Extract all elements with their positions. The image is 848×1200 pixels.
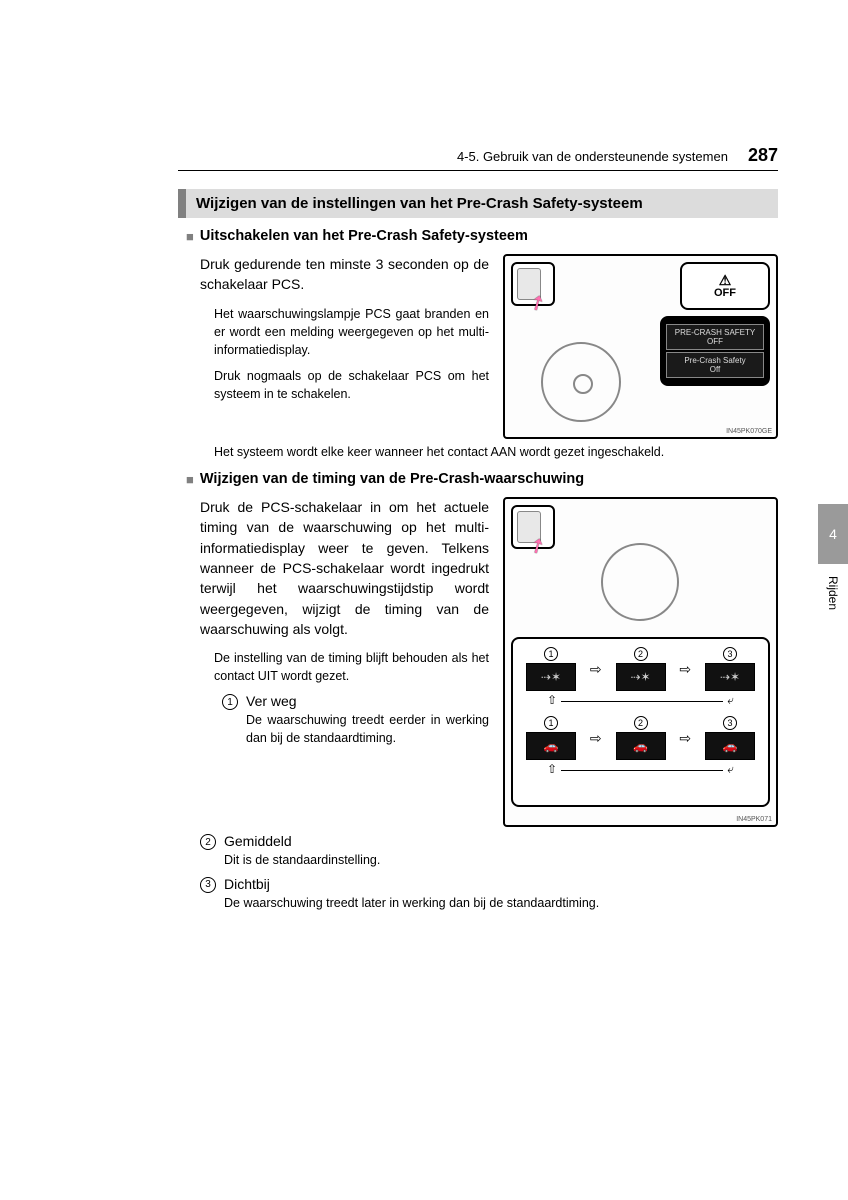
steering-wheel-icon — [541, 342, 621, 422]
dashboard-sketch — [561, 503, 770, 633]
figure-box: ➚ 1⇢✶ ⇨ 2⇢✶ ⇨ 3⇢✶ ⇧⤶ 1🚗 ⇨ — [503, 497, 778, 827]
list-item: 1 Ver weg — [222, 693, 489, 710]
item-label: Gemiddeld — [224, 833, 292, 850]
section2-row: Druk de PCS-schakelaar in om het actuele… — [200, 497, 778, 827]
section-title: Wijzigen van de instellingen van het Pre… — [178, 189, 778, 218]
figure-box: ➚ ⚠ OFF PRE-CRASH SAFETY OFF Pre-Crash S… — [503, 254, 778, 439]
subsection-heading-disable: ■ Uitschakelen van het Pre-Crash Safety-… — [186, 228, 778, 244]
arrow-right-icon: ⇨ — [590, 730, 602, 747]
arrow-right-icon: ⇨ — [590, 661, 602, 678]
seq-number: 1 — [544, 647, 558, 661]
manual-page: 4-5. Gebruik van de ondersteunende syste… — [0, 0, 848, 912]
instruction-text: Druk gedurende ten minste 3 seconden op … — [200, 254, 489, 295]
figure-code: IN45PK070GE — [726, 428, 772, 435]
steering-wheel-icon — [601, 543, 679, 621]
seq-number: 3 — [723, 647, 737, 661]
collision-off-icon: ⚠ — [719, 273, 732, 287]
item-label: Dichtbij — [224, 876, 270, 893]
instruction-text: Druk de PCS-schakelaar in om het actuele… — [200, 497, 489, 639]
loop-indicator: ⇧⤶ — [519, 762, 762, 777]
note-text: Het waarschuwingslampje PCS gaat branden… — [214, 305, 489, 359]
breadcrumb: 4-5. Gebruik van de ondersteunende syste… — [457, 149, 728, 164]
timing-row-top: 1⇢✶ ⇨ 2⇢✶ ⇨ 3⇢✶ — [519, 647, 762, 691]
item-description: Dit is de standaardinstelling. — [224, 852, 778, 870]
seq-number: 2 — [634, 647, 648, 661]
display-callout: PRE-CRASH SAFETY OFF Pre-Crash Safety Of… — [660, 316, 770, 386]
figure-pcs-off: ➚ ⚠ OFF PRE-CRASH SAFETY OFF Pre-Crash S… — [503, 254, 778, 439]
section1-text: Druk gedurende ten minste 3 seconden op … — [200, 254, 489, 439]
timing-sequence-panel: 1⇢✶ ⇨ 2⇢✶ ⇨ 3⇢✶ ⇧⤶ 1🚗 ⇨ 2🚗 ⇨ 3🚗 ⇧⤶ — [511, 637, 770, 807]
item-description: De waarschuwing treedt later in werking … — [224, 895, 778, 913]
section1-row: Druk gedurende ten minste 3 seconden op … — [200, 254, 778, 439]
page-header: 4-5. Gebruik van de ondersteunende syste… — [178, 145, 778, 171]
square-bullet-icon: ■ — [186, 229, 194, 244]
square-bullet-icon: ■ — [186, 472, 194, 487]
circled-number-icon: 1 — [222, 694, 238, 710]
list-item: 3 Dichtbij — [200, 876, 778, 893]
subsection-title: Wijzigen van de timing van de Pre-Crash-… — [200, 471, 584, 487]
circled-number-icon: 3 — [200, 877, 216, 893]
list-item: 2 Gemiddeld — [200, 833, 778, 850]
item-description: De waarschuwing treedt eerder in werking… — [246, 712, 489, 747]
timing-row-bottom: 1🚗 ⇨ 2🚗 ⇨ 3🚗 — [519, 716, 762, 760]
subsection-title: Uitschakelen van het Pre-Crash Safety-sy… — [200, 228, 528, 244]
arrow-right-icon: ⇨ — [679, 661, 691, 678]
figure-pcs-timing: ➚ 1⇢✶ ⇨ 2⇢✶ ⇨ 3⇢✶ ⇧⤶ 1🚗 ⇨ — [503, 497, 778, 827]
seq-number: 2 — [634, 716, 648, 730]
display-line: PRE-CRASH SAFETY OFF — [666, 324, 764, 350]
figure-code: IN45PK071 — [736, 816, 772, 823]
note-text: Het systeem wordt elke keer wanneer het … — [214, 443, 778, 461]
seq-number: 1 — [544, 716, 558, 730]
press-arrow-icon: ➚ — [524, 531, 551, 561]
off-indicator-callout: ⚠ OFF — [680, 262, 770, 310]
section2-text: Druk de PCS-schakelaar in om het actuele… — [200, 497, 489, 827]
subsection-heading-timing: ■ Wijzigen van de timing van de Pre-Cras… — [186, 471, 778, 487]
circled-number-icon: 2 — [200, 834, 216, 850]
item-label: Ver weg — [246, 693, 297, 710]
note-text: Druk nogmaals op de schakelaar PCS om he… — [214, 367, 489, 403]
off-label: OFF — [714, 287, 736, 299]
note-text: De instelling van de timing blijft behou… — [214, 649, 489, 685]
dashboard-sketch — [511, 312, 661, 432]
pcs-button-callout: ➚ — [511, 262, 555, 306]
loop-indicator: ⇧⤶ — [519, 693, 762, 708]
page-number: 287 — [748, 145, 778, 166]
seq-number: 3 — [723, 716, 737, 730]
arrow-right-icon: ⇨ — [679, 730, 691, 747]
display-line: Pre-Crash Safety Off — [666, 352, 764, 378]
pcs-button-callout: ➚ — [511, 505, 555, 549]
